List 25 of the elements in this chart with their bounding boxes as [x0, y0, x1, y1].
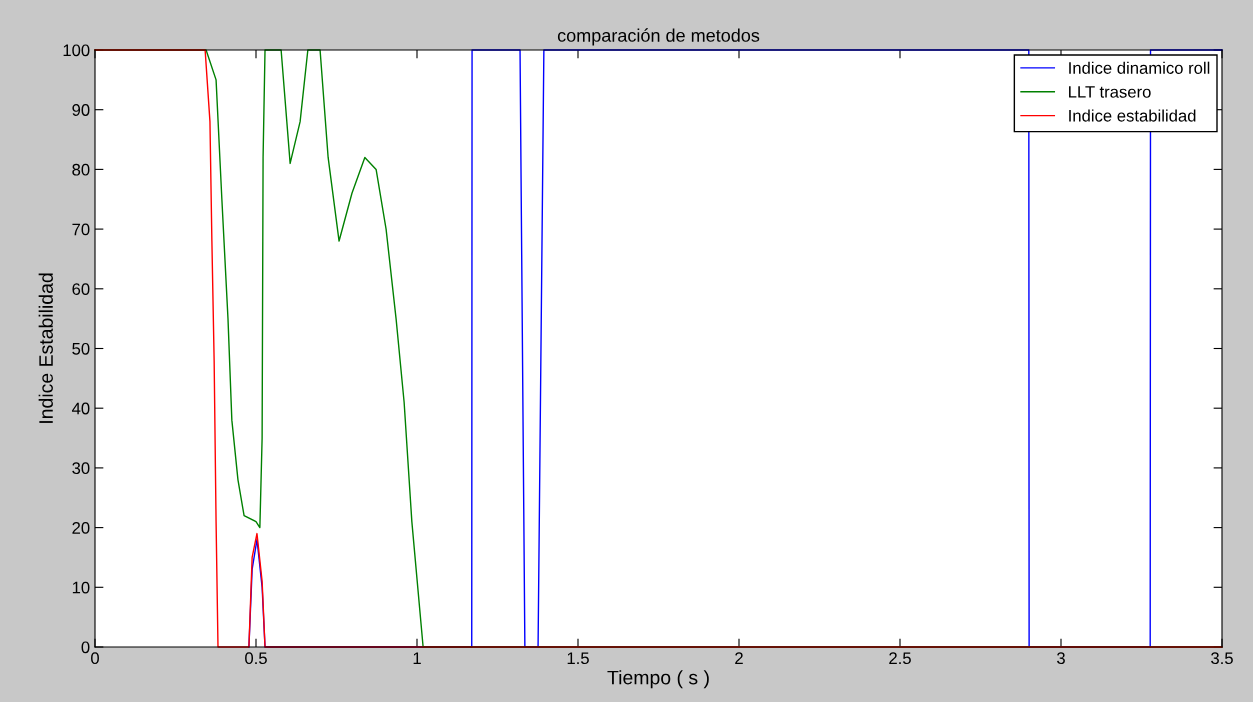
y-tick-label: 40: [71, 402, 90, 415]
legend-label: LLT trasero: [1069, 86, 1151, 98]
y-tick-label: 30: [72, 462, 90, 475]
x-axis-title: Tiempo ( s ): [607, 670, 709, 689]
x-tick-label: 2.5: [889, 652, 911, 665]
chart-title: comparación de metodos: [557, 28, 760, 46]
y-axis-title: Indice Estabilidad: [38, 273, 53, 423]
y-tick-label: 90: [72, 104, 90, 116]
y-tick-label: 0: [81, 641, 90, 654]
x-tick-label: 2: [735, 652, 743, 664]
y-tick-label: 10: [72, 581, 90, 594]
y-tick-label: 20: [72, 522, 90, 534]
y-tick-label: 100: [63, 44, 90, 57]
y-tick-label: 50: [72, 342, 90, 355]
y-tick-label: 60: [72, 283, 90, 295]
legend-label: Indice estabilidad: [1069, 109, 1196, 122]
x-tick-label: 3.5: [1211, 652, 1233, 665]
x-tick-label: 0.5: [245, 652, 267, 665]
x-tick-label: 3: [1057, 652, 1065, 665]
legend-label: Indice dinamico roll: [1069, 61, 1210, 74]
y-tick-label: 70: [72, 223, 90, 236]
y-tick-label: 80: [72, 163, 90, 176]
x-tick-label: 1.5: [567, 652, 589, 665]
x-tick-label: 0: [91, 652, 99, 665]
x-tick-label: 1: [413, 652, 421, 664]
